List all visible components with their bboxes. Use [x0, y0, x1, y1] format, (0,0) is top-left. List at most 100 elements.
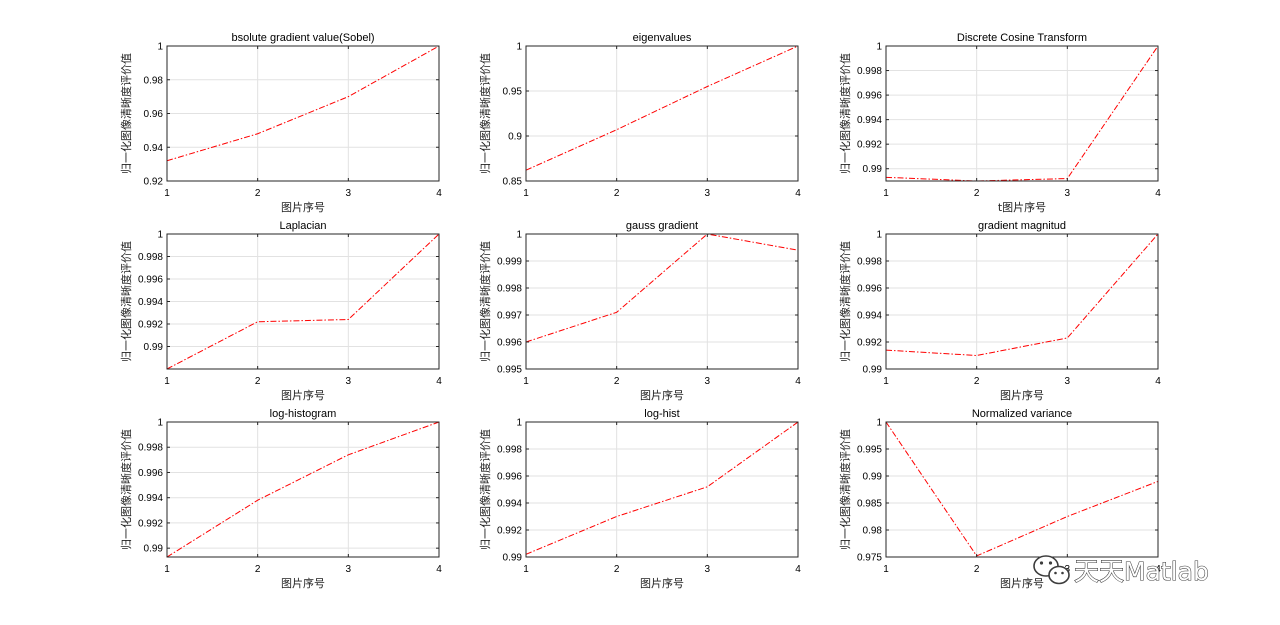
x-tick-label: 1	[883, 376, 889, 387]
plot-title: Laplacian	[279, 220, 326, 232]
y-tick-label: 0.996	[497, 472, 522, 483]
x-axis-label: t图片序号	[998, 200, 1046, 214]
axes-box	[525, 45, 799, 182]
x-tick-label: 3	[1065, 376, 1071, 387]
y-tick-label: 0.996	[138, 275, 163, 286]
y-tick-label: 0.995	[497, 365, 522, 376]
plot-title: log-histogram	[270, 408, 337, 420]
y-tick-label: 0.994	[857, 311, 882, 322]
y-tick-label: 1	[157, 230, 163, 241]
y-tick-label: 0.998	[497, 284, 522, 295]
wechat-icon	[1033, 555, 1070, 585]
plot-area	[886, 46, 1158, 181]
y-tick-label: 0.94	[144, 143, 164, 154]
y-tick-label: 0.996	[138, 468, 163, 479]
axes-box	[166, 421, 440, 558]
y-tick-label: 0.99	[863, 164, 883, 175]
y-tick-label: 0.998	[857, 257, 882, 268]
y-tick-label: 0.95	[503, 87, 523, 98]
plot-title: gradient magnitud	[978, 220, 1066, 232]
y-tick-label: 0.99	[863, 365, 883, 376]
y-tick-label: 0.99	[863, 472, 883, 483]
y-tick-label: 0.994	[138, 297, 163, 308]
series-line	[885, 45, 1159, 182]
y-tick-label: 1	[516, 230, 522, 241]
y-tick-label: 1	[157, 42, 163, 53]
y-tick-label: 1	[876, 42, 882, 53]
x-tick-label: 1	[883, 564, 889, 575]
x-tick-label: 1	[164, 376, 170, 387]
plot-title: eigenvalues	[633, 32, 692, 44]
y-tick-label: 0.996	[497, 338, 522, 349]
x-tick-label: 4	[795, 564, 801, 575]
series-line	[166, 45, 440, 162]
x-axis-label: 图片序号	[281, 200, 325, 214]
x-tick-label: 1	[523, 564, 529, 575]
x-tick-label: 2	[255, 376, 261, 387]
subplot-3: 1 2 3 4 0.99 0.992 0.994 0.996 0.998 1 Discrete Co…	[838, 32, 1161, 214]
y-tick-label: 1	[516, 418, 522, 429]
subplot-8: 1 2 3 4 0.99 0.992 0.994 0.996 0.998 1 log-hist 图片序…	[478, 408, 801, 590]
y-tick-label: 0.992	[497, 526, 522, 537]
x-tick-label: 2	[974, 564, 980, 575]
y-axis-label: 归一化图像清晰度评价值	[838, 241, 852, 362]
plot-area	[886, 234, 1158, 369]
axes-box	[525, 233, 799, 370]
y-tick-label: 0.994	[857, 115, 882, 126]
x-tick-label: 1	[523, 376, 529, 387]
plot-area	[167, 422, 439, 557]
subplot-2: 1 2 3 4 0.85 0.9 0.95 1 eigenvalues 归一化图像清晰度评价值	[478, 32, 801, 199]
x-axis-label: 图片序号	[640, 388, 684, 402]
y-tick-label: 0.98	[863, 526, 883, 537]
x-tick-label: 1	[883, 188, 889, 199]
x-tick-label: 4	[436, 376, 442, 387]
x-tick-label: 2	[974, 188, 980, 199]
x-axis-label: 图片序号	[640, 576, 684, 590]
y-tick-label: 0.994	[138, 493, 163, 504]
y-axis-label: 归一化图像清晰度评价值	[119, 53, 133, 174]
plot-title: Normalized variance	[972, 408, 1072, 420]
x-axis-label: 图片序号	[1000, 388, 1044, 402]
y-tick-label: 0.998	[857, 66, 882, 77]
y-tick-label: 1	[876, 418, 882, 429]
x-tick-label: 2	[614, 564, 620, 575]
series-line	[525, 45, 799, 171]
y-tick-label: 0.998	[497, 445, 522, 456]
series-line	[525, 233, 799, 343]
y-tick-label: 0.975	[857, 553, 882, 564]
x-axis-label: 图片序号	[1000, 576, 1044, 590]
x-tick-label: 4	[436, 188, 442, 199]
y-tick-label: 0.98	[144, 75, 164, 86]
subplot-1: 1 2 3 4 0.92 0.94 0.96 0.98 1 bsolute gradient va…	[119, 32, 442, 214]
y-tick-label: 0.998	[138, 252, 163, 263]
y-tick-label: 0.96	[144, 109, 164, 120]
y-axis-label: 归一化图像清晰度评价值	[119, 241, 133, 362]
y-axis-label: 归一化图像清晰度评价值	[478, 429, 492, 550]
x-tick-label: 2	[614, 188, 620, 199]
y-tick-label: 0.992	[857, 338, 882, 349]
watermark: 天天Matlab	[1033, 555, 1209, 587]
plot-area	[526, 234, 798, 369]
y-tick-label: 0.99	[144, 544, 164, 555]
y-tick-label: 1	[516, 42, 522, 53]
plot-title: log-hist	[644, 408, 679, 420]
y-tick-label: 0.99	[503, 553, 523, 564]
y-tick-label: 0.999	[497, 257, 522, 268]
y-tick-label: 0.995	[857, 445, 882, 456]
x-tick-label: 2	[614, 376, 620, 387]
x-tick-label: 1	[523, 188, 529, 199]
y-tick-label: 0.996	[857, 91, 882, 102]
x-tick-label: 3	[705, 188, 711, 199]
axes-box	[885, 233, 1159, 370]
x-tick-label: 1	[164, 564, 170, 575]
axes-box	[525, 421, 799, 558]
y-tick-label: 0.997	[497, 311, 522, 322]
y-tick-label: 0.998	[138, 443, 163, 454]
subplot-5: 1 2 3 4 0.995 0.996 0.997 0.998 0.999 1 gauss grad…	[478, 220, 801, 402]
subplot-7: 1 2 3 4 0.99 0.992 0.994 0.996 0.998 1 log-histogr…	[119, 408, 442, 590]
x-tick-label: 4	[1155, 188, 1161, 199]
y-tick-label: 0.985	[857, 499, 882, 510]
y-tick-label: 1	[157, 418, 163, 429]
series-line	[885, 421, 1159, 557]
